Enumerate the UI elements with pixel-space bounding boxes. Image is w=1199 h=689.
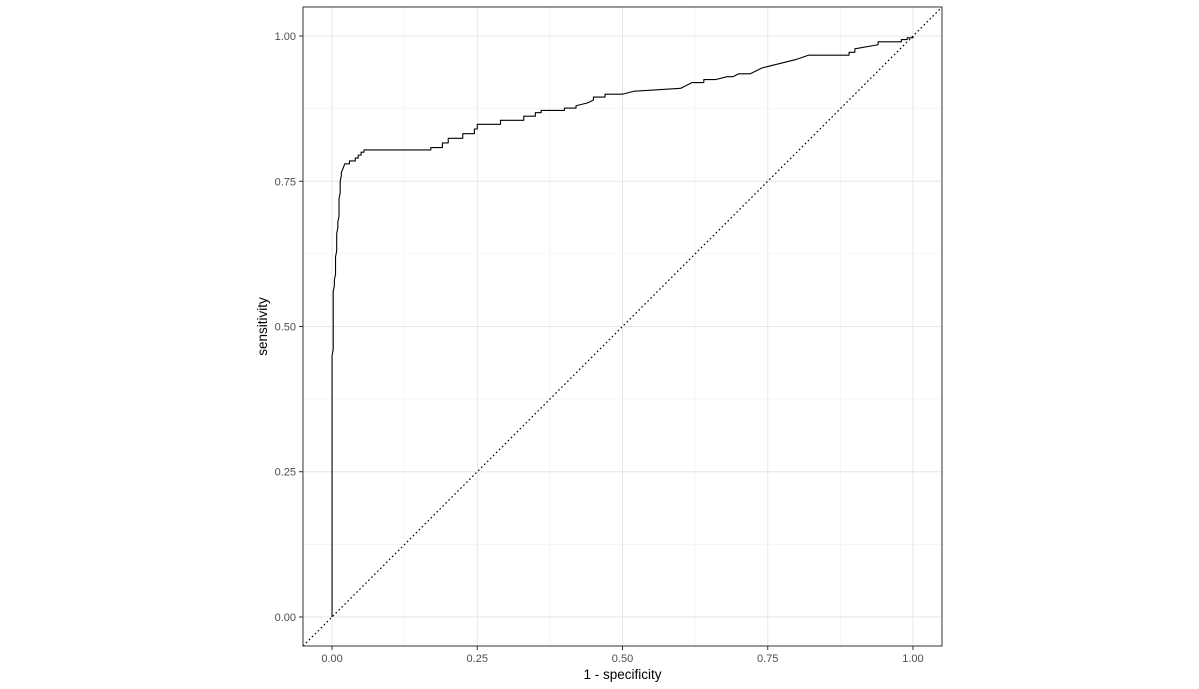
x-tick-label-3: 0.75 — [757, 653, 778, 665]
x-axis-title: 1 - specificity — [583, 667, 661, 682]
axis-ticks — [299, 35, 914, 650]
x-tick-label-1: 0.25 — [467, 653, 488, 665]
x-tick-label-0: 0.00 — [321, 653, 342, 665]
x-axis-tick-labels: 0.00 0.25 0.50 0.75 1.00 — [321, 653, 923, 665]
y-tick-label-3: 0.75 — [275, 176, 296, 188]
major-gridlines — [303, 7, 942, 646]
roc-curve-line — [331, 36, 914, 617]
x-tick-label-2: 0.50 — [612, 653, 633, 665]
y-tick-label-1: 0.25 — [275, 467, 296, 479]
y-axis-tick-labels: 0.00 0.25 0.50 0.75 1.00 — [275, 31, 296, 624]
y-tick-label-2: 0.50 — [275, 322, 296, 334]
series-layer — [302, 6, 943, 647]
y-axis-title: sensitivity — [255, 297, 270, 356]
y-tick-label-4: 1.00 — [275, 31, 296, 43]
y-tick-label-0: 0.00 — [275, 612, 296, 624]
x-tick-label-4: 1.00 — [902, 653, 923, 665]
reference-diagonal-line — [302, 6, 943, 647]
